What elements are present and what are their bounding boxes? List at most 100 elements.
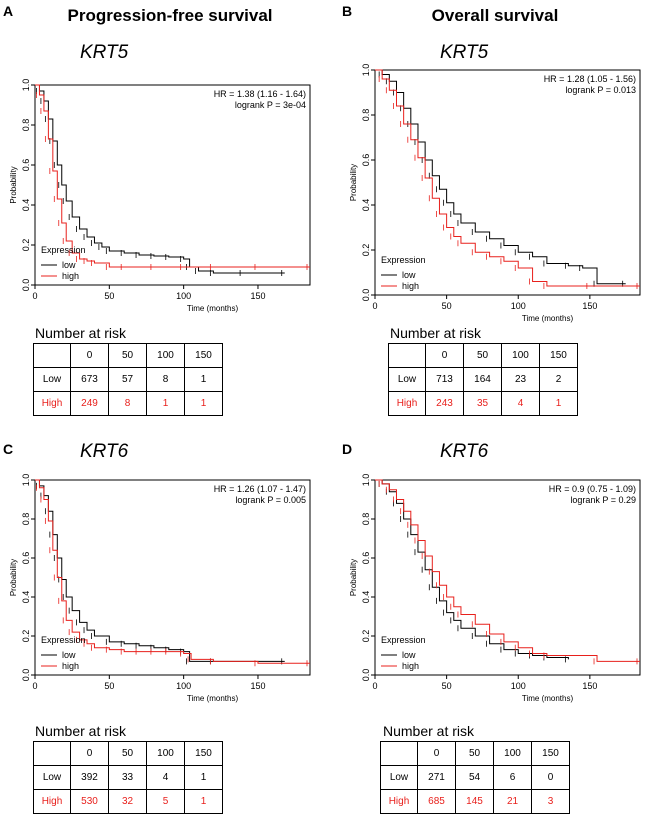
legend-label-low: low [402, 270, 416, 280]
risk-title-a: Number at risk [35, 325, 127, 341]
risk-header-row: 0 50 100 150 [33, 343, 223, 368]
y-tick-label: 0.2 [21, 630, 31, 643]
survival-curve-low [375, 69, 626, 285]
x-tick-label: 0 [32, 291, 37, 301]
y-tick-label: 0.0 [21, 279, 31, 292]
legend-title: Expression [41, 245, 86, 255]
risk-corner-cell [380, 741, 418, 766]
risk-row-label: Low [380, 765, 418, 790]
risk-header-row: 0 50 100 150 [380, 741, 570, 766]
risk-header-cell: 100 [146, 343, 185, 368]
risk-header-cell: 150 [184, 343, 223, 368]
y-tick-label: 0.0 [361, 289, 371, 302]
risk-cell: 0 [531, 765, 570, 790]
risk-title-c: Number at risk [35, 723, 127, 739]
risk-cell: 32 [108, 789, 147, 814]
gene-label-a: KRT5 [80, 42, 129, 63]
logrank-p-label: logrank P = 0.29 [570, 495, 636, 505]
survival-curve-low [375, 479, 569, 660]
risk-header-cell: 50 [108, 343, 147, 368]
panel-letter-c: C [3, 441, 14, 457]
km-plot-b: 0 50 100 150 0.0 0.2 0.4 0.6 0.8 1.0 Time (months)… [349, 64, 641, 323]
risk-header-cell: 0 [417, 741, 456, 766]
risk-table-a: 0 50 100 150 Low 673 57 8 1 High 249 8 1… [33, 343, 223, 416]
risk-cell: 54 [455, 765, 494, 790]
risk-row-low: Low 713 164 23 2 [388, 367, 578, 392]
risk-header-cell: 100 [146, 741, 185, 766]
risk-row-label: High [33, 789, 71, 814]
x-tick-label: 150 [582, 301, 597, 311]
x-tick-label: 150 [582, 681, 597, 691]
risk-table-d: 0 50 100 150 Low 271 54 6 0 High 685 145… [380, 741, 570, 814]
legend-title: Expression [41, 635, 86, 645]
y-tick-label: 0.8 [21, 119, 31, 132]
y-tick-label: 0.4 [361, 199, 371, 212]
logrank-p-label: logrank P = 3e-04 [235, 100, 306, 110]
gene-label-b: KRT5 [440, 42, 489, 63]
y-axis-label: Probability [9, 166, 18, 203]
risk-cell: 33 [108, 765, 147, 790]
survival-curve-high [35, 84, 310, 268]
legend-label-low: low [62, 260, 76, 270]
risk-cell: 243 [425, 391, 464, 416]
risk-cell: 271 [417, 765, 456, 790]
risk-corner-cell [388, 343, 426, 368]
x-tick-label: 100 [511, 681, 526, 691]
hazard-ratio-label: HR = 1.28 (1.05 - 1.56) [544, 74, 636, 84]
y-tick-label: 1.0 [361, 474, 371, 487]
y-axis-label: Probability [349, 164, 358, 201]
risk-table-c: 0 50 100 150 Low 392 33 4 1 High 530 32 … [33, 741, 223, 814]
risk-cell: 392 [70, 765, 109, 790]
survival-curve-high [375, 69, 640, 287]
risk-header-cell: 0 [425, 343, 464, 368]
hazard-ratio-label: HR = 1.38 (1.16 - 1.64) [214, 89, 306, 99]
risk-cell: 164 [463, 367, 502, 392]
x-tick-label: 100 [176, 681, 191, 691]
panel-letter-a: A [3, 3, 14, 19]
y-tick-label: 1.0 [21, 474, 31, 487]
risk-corner-cell [33, 343, 71, 368]
risk-cell: 1 [146, 391, 185, 416]
risk-row-label: Low [33, 367, 71, 392]
x-tick-label: 0 [32, 681, 37, 691]
y-axis-label: Probability [349, 559, 358, 596]
risk-cell: 145 [455, 789, 494, 814]
risk-cell: 1 [184, 367, 223, 392]
risk-cell: 1 [184, 391, 223, 416]
risk-header-cell: 150 [184, 741, 223, 766]
plot-frame [34, 84, 311, 286]
plot-frame [374, 479, 641, 676]
survival-curve-high [375, 479, 640, 662]
risk-row-high: High 530 32 5 1 [33, 789, 223, 814]
risk-title-b: Number at risk [390, 325, 482, 341]
risk-cell: 1 [184, 765, 223, 790]
survival-curve-low [35, 84, 285, 274]
risk-cell: 5 [146, 789, 185, 814]
logrank-p-label: logrank P = 0.013 [565, 85, 636, 95]
risk-header-cell: 100 [501, 343, 540, 368]
risk-header-row: 0 50 100 150 [388, 343, 578, 368]
x-tick-label: 50 [104, 681, 114, 691]
risk-cell: 8 [108, 391, 147, 416]
risk-cell: 249 [70, 391, 109, 416]
risk-table-b: 0 50 100 150 Low 713 164 23 2 High 243 3… [388, 343, 578, 416]
legend-label-low: low [402, 650, 416, 660]
risk-header-cell: 150 [531, 741, 570, 766]
y-tick-label: 0.6 [361, 154, 371, 167]
risk-row-label: High [388, 391, 426, 416]
panel-letter-b: B [342, 3, 353, 19]
column-title-os: Overall survival [431, 6, 559, 25]
y-tick-label: 0.2 [361, 244, 371, 257]
plot-frame [34, 479, 311, 676]
y-tick-label: 0.4 [361, 591, 371, 604]
km-plot-d: 0 50 100 150 0.0 0.2 0.4 0.6 0.8 1.0 Time (months)… [349, 474, 641, 703]
risk-cell: 530 [70, 789, 109, 814]
risk-header-cell: 100 [493, 741, 532, 766]
legend-title: Expression [381, 255, 426, 265]
x-tick-label: 0 [372, 681, 377, 691]
y-tick-label: 0.0 [361, 669, 371, 682]
x-axis-label: Time (months) [522, 694, 574, 703]
risk-cell: 35 [463, 391, 502, 416]
risk-row-label: Low [388, 367, 426, 392]
risk-row-low: Low 392 33 4 1 [33, 765, 223, 790]
